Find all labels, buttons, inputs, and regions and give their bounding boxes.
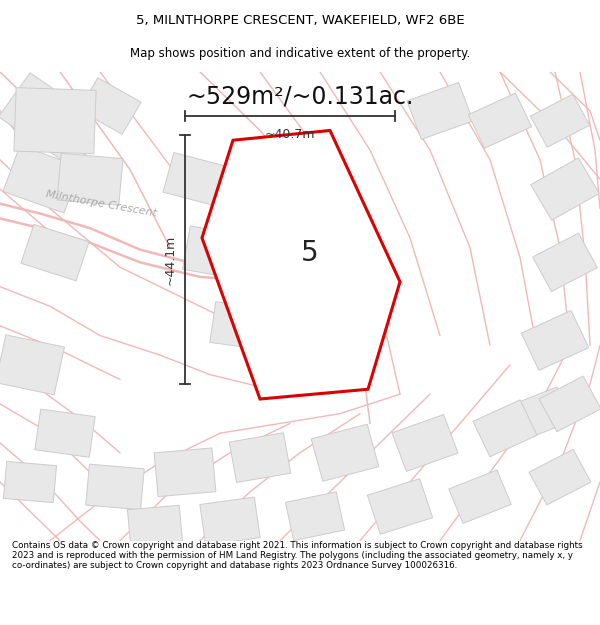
Polygon shape bbox=[127, 505, 182, 547]
Polygon shape bbox=[21, 224, 89, 281]
Polygon shape bbox=[367, 479, 433, 534]
Polygon shape bbox=[79, 78, 141, 134]
Polygon shape bbox=[182, 226, 247, 279]
Polygon shape bbox=[473, 400, 537, 457]
Polygon shape bbox=[163, 152, 227, 206]
Text: Contains OS data © Crown copyright and database right 2021. This information is : Contains OS data © Crown copyright and d… bbox=[12, 541, 583, 571]
Text: ~529m²/~0.131ac.: ~529m²/~0.131ac. bbox=[187, 84, 413, 108]
Text: ~44.1m: ~44.1m bbox=[164, 235, 177, 285]
Polygon shape bbox=[202, 131, 400, 399]
Polygon shape bbox=[311, 424, 379, 481]
Text: ~40.7m: ~40.7m bbox=[265, 127, 315, 141]
Polygon shape bbox=[200, 497, 260, 545]
Polygon shape bbox=[533, 233, 598, 291]
Polygon shape bbox=[229, 432, 291, 482]
Polygon shape bbox=[14, 88, 96, 154]
Polygon shape bbox=[392, 414, 458, 471]
Polygon shape bbox=[407, 82, 473, 139]
Polygon shape bbox=[529, 449, 591, 505]
Polygon shape bbox=[279, 213, 341, 262]
Polygon shape bbox=[530, 94, 590, 148]
Polygon shape bbox=[539, 376, 600, 432]
Polygon shape bbox=[286, 492, 344, 541]
Polygon shape bbox=[530, 158, 599, 220]
Polygon shape bbox=[3, 146, 81, 213]
Polygon shape bbox=[283, 324, 337, 367]
Text: Map shows position and indicative extent of the property.: Map shows position and indicative extent… bbox=[130, 48, 470, 61]
Polygon shape bbox=[449, 470, 511, 523]
Polygon shape bbox=[521, 311, 589, 371]
Text: 5, MILNTHORPE CRESCENT, WAKEFIELD, WF2 6BE: 5, MILNTHORPE CRESCENT, WAKEFIELD, WF2 6… bbox=[136, 14, 464, 27]
Polygon shape bbox=[35, 409, 95, 458]
Polygon shape bbox=[210, 302, 270, 350]
Polygon shape bbox=[0, 73, 91, 159]
Text: Milnthorpe Crescent: Milnthorpe Crescent bbox=[45, 189, 158, 218]
Polygon shape bbox=[509, 387, 571, 441]
Polygon shape bbox=[154, 448, 216, 497]
Polygon shape bbox=[4, 461, 56, 503]
Polygon shape bbox=[469, 93, 532, 148]
Polygon shape bbox=[86, 464, 144, 509]
Text: 5: 5 bbox=[301, 239, 319, 266]
Polygon shape bbox=[57, 153, 123, 205]
Polygon shape bbox=[322, 289, 377, 332]
Polygon shape bbox=[0, 335, 65, 395]
